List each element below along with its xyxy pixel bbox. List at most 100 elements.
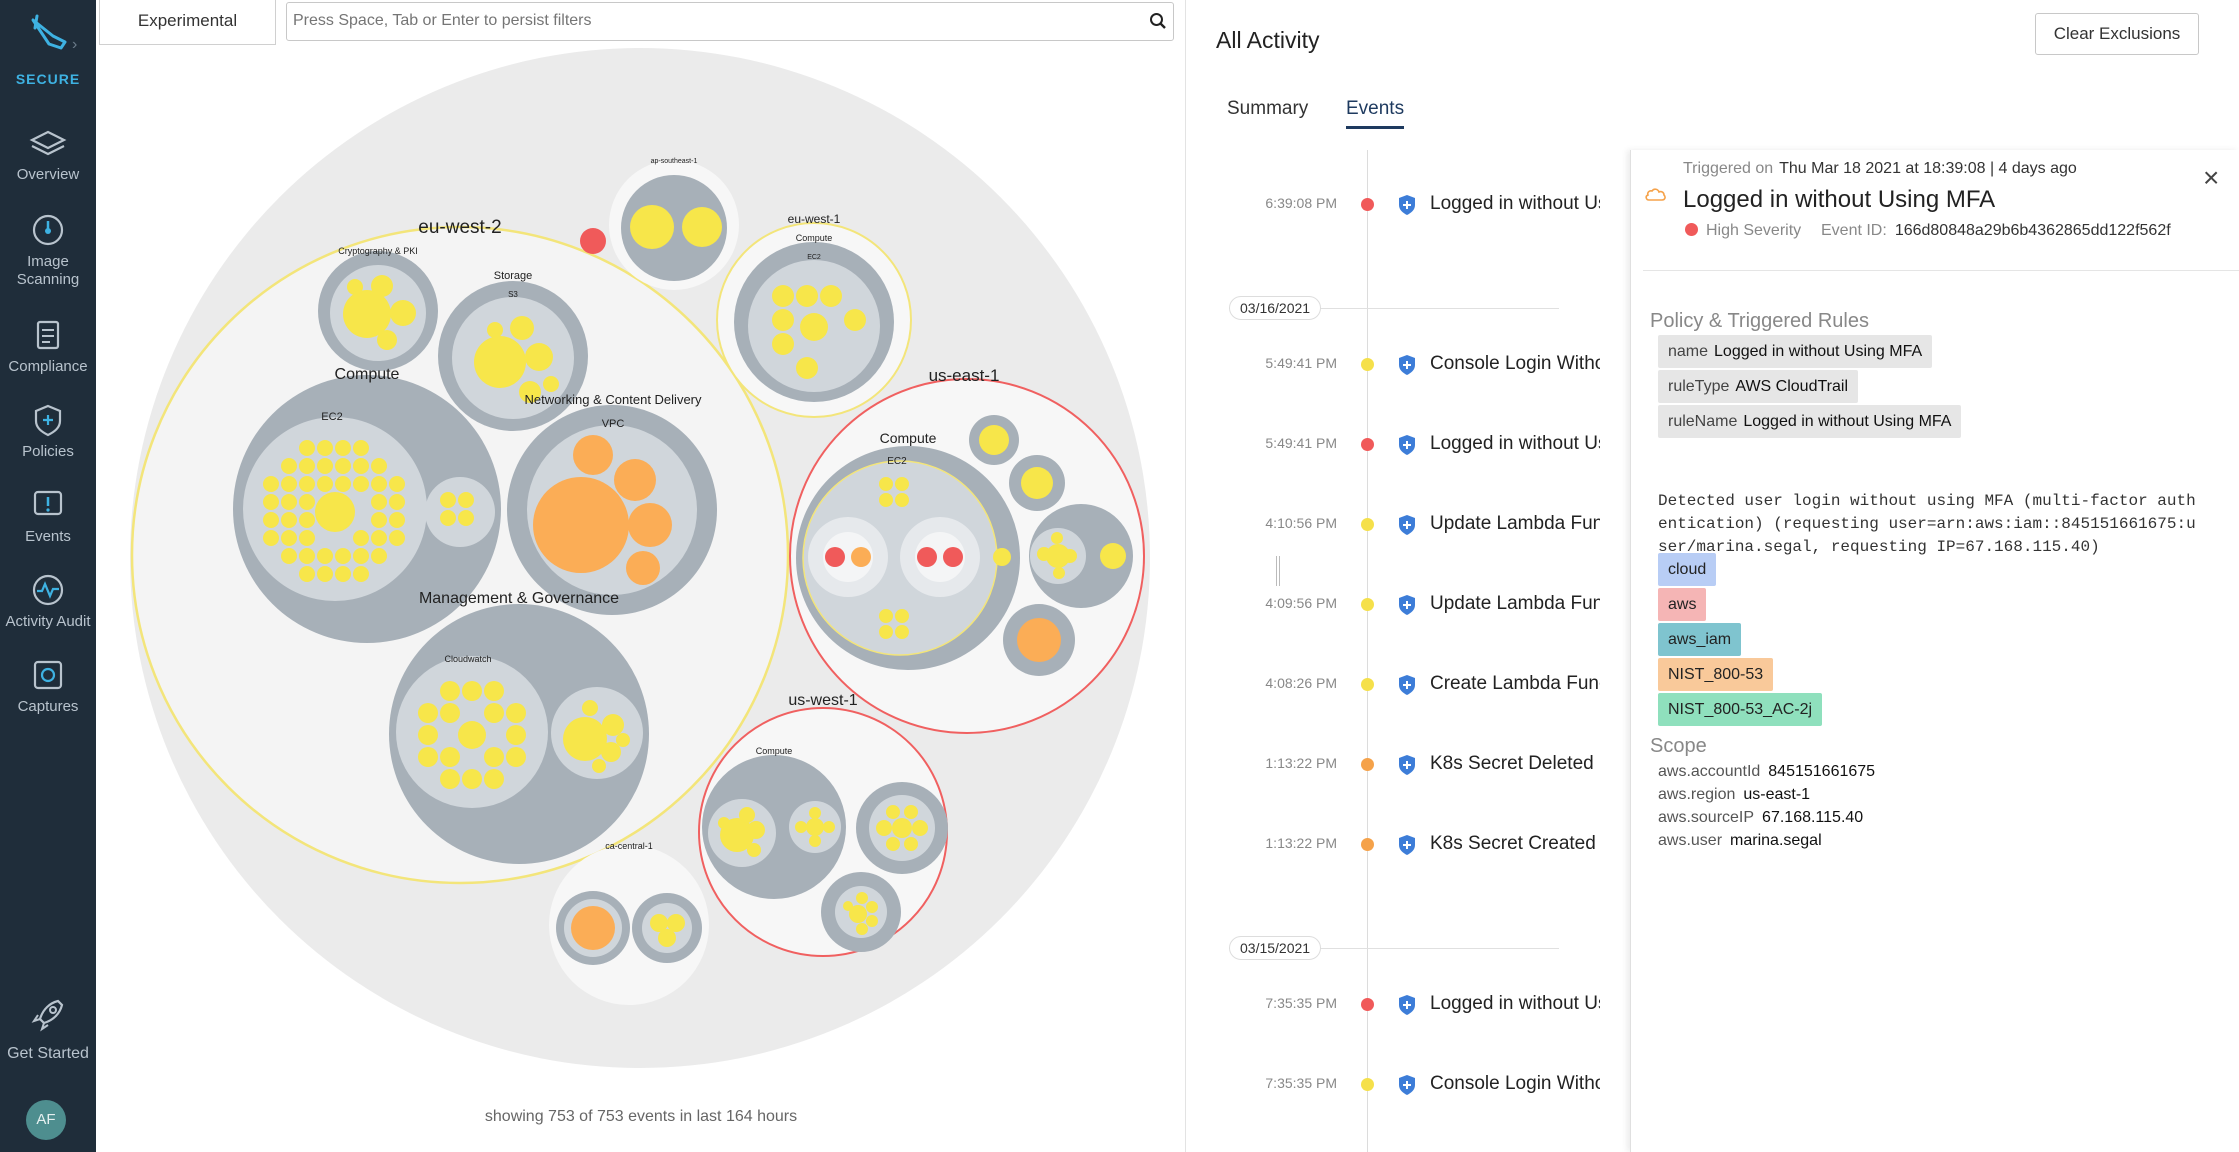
event-bubble[interactable] [263, 494, 279, 510]
event-bubble[interactable] [353, 476, 369, 492]
event-bubble[interactable] [795, 821, 807, 833]
event-bubble[interactable] [281, 494, 297, 510]
event-row[interactable]: 1:13:22 PM K8s Secret Deleted [1187, 745, 1607, 785]
event-bubble[interactable] [820, 285, 842, 307]
event-bubble[interactable] [533, 477, 629, 573]
event-bubble[interactable] [371, 530, 387, 546]
event-bubble[interactable] [371, 512, 387, 528]
event-bubble[interactable] [573, 435, 613, 475]
event-bubble[interactable] [317, 476, 333, 492]
event-bubble[interactable] [886, 805, 900, 819]
event-bubble[interactable] [912, 820, 928, 836]
event-bubble[interactable] [484, 703, 504, 723]
event-bubble[interactable] [904, 837, 918, 851]
event-bubble[interactable] [506, 747, 526, 767]
event-bubble[interactable] [335, 566, 351, 582]
event-bubble[interactable] [879, 609, 893, 623]
event-row[interactable]: 6:39:08 PM Logged in without Using MFA [1187, 185, 1607, 225]
event-bubble[interactable] [772, 285, 794, 307]
event-bubble[interactable] [886, 837, 900, 851]
event-bubble[interactable] [389, 530, 405, 546]
event-bubble[interactable] [1063, 549, 1077, 563]
event-bubble[interactable] [315, 492, 355, 532]
event-bubble[interactable] [772, 309, 794, 331]
event-bubble[interactable] [299, 440, 315, 456]
event-bubble[interactable] [866, 901, 878, 913]
sidebar-item-image-scanning[interactable]: Image Scanning [0, 213, 96, 289]
tag-nist-ac2j[interactable]: NIST_800-53_AC-2j [1658, 693, 1823, 726]
event-bubble[interactable] [879, 625, 893, 639]
event-bubble[interactable] [458, 492, 474, 508]
event-row[interactable]: 4:10:56 PM Update Lambda Function [1187, 505, 1607, 545]
event-bubble[interactable] [299, 512, 315, 528]
sidebar-item-overview[interactable]: Overview [0, 128, 96, 184]
event-bubble[interactable] [510, 316, 534, 340]
event-bubble[interactable] [1037, 547, 1051, 561]
event-bubble[interactable] [335, 440, 351, 456]
event-bubble[interactable] [895, 625, 909, 639]
event-bubble[interactable] [825, 547, 845, 567]
event-bubble[interactable] [772, 333, 794, 355]
event-row[interactable]: 5:49:41 PM Console Login Without MFA [1187, 345, 1607, 385]
pane-resize-handle[interactable] [1276, 556, 1280, 586]
filter-input[interactable] [287, 3, 1107, 39]
event-bubble[interactable] [458, 721, 486, 749]
tag-nist[interactable]: NIST_800-53 [1658, 658, 1774, 691]
event-bubble[interactable] [1046, 544, 1070, 568]
event-bubble[interactable] [718, 817, 730, 829]
event-bubble[interactable] [299, 494, 315, 510]
event-row[interactable]: 7:35:35 PM Logged in without Using MFA [1187, 985, 1607, 1025]
search-icon[interactable] [1149, 12, 1167, 30]
event-bubble[interactable] [299, 476, 315, 492]
event-row[interactable]: 5:49:41 PM Logged in without Using MFA [1187, 425, 1607, 465]
event-bubble[interactable] [281, 476, 297, 492]
event-bubble[interactable] [418, 725, 438, 745]
event-bubble[interactable] [943, 547, 963, 567]
event-bubble[interactable] [626, 551, 660, 585]
event-bubble[interactable] [484, 681, 504, 701]
tag-aws-iam[interactable]: aws_iam [1658, 623, 1742, 656]
event-bubble[interactable] [747, 821, 765, 839]
event-row[interactable]: 4:09:56 PM Update Lambda Function [1187, 585, 1607, 625]
event-bubble[interactable] [281, 458, 297, 474]
event-bubble[interactable] [353, 440, 369, 456]
event-bubble[interactable] [800, 313, 828, 341]
event-bubble[interactable] [440, 510, 456, 526]
event-bubble[interactable] [506, 703, 526, 723]
event-bubble[interactable] [823, 821, 835, 833]
event-bubble[interactable] [747, 843, 761, 857]
event-bubble[interactable] [263, 530, 279, 546]
event-bubble[interactable] [440, 492, 456, 508]
event-bubble[interactable] [543, 376, 559, 392]
event-bubble[interactable] [418, 703, 438, 723]
event-bubble[interactable] [389, 494, 405, 510]
sidebar-item-policies[interactable]: Policies [0, 403, 96, 461]
event-bubble[interactable] [418, 747, 438, 767]
event-bubble[interactable] [299, 530, 315, 546]
event-bubble[interactable] [390, 300, 416, 326]
event-bubble[interactable] [592, 759, 606, 773]
event-bubble[interactable] [389, 476, 405, 492]
event-bubble[interactable] [484, 747, 504, 767]
event-bubble[interactable] [667, 914, 685, 932]
event-bubble[interactable] [317, 548, 333, 564]
event-bubble[interactable] [630, 205, 674, 249]
event-bubble[interactable] [317, 458, 333, 474]
event-bubble[interactable] [440, 769, 460, 789]
event-bubble[interactable] [474, 336, 526, 388]
event-bubble[interactable] [851, 547, 871, 567]
event-bubble[interactable] [843, 901, 853, 911]
event-bubble[interactable] [317, 566, 333, 582]
event-bubble[interactable] [281, 548, 297, 564]
event-bubble[interactable] [371, 458, 387, 474]
sidebar-item-captures[interactable]: Captures [0, 658, 96, 716]
event-bubble[interactable] [440, 747, 460, 767]
event-bubble[interactable] [582, 700, 598, 716]
event-bubble[interactable] [856, 923, 868, 935]
event-bubble[interactable] [895, 609, 909, 623]
event-bubble[interactable] [601, 742, 621, 762]
event-bubble[interactable] [299, 548, 315, 564]
event-bubble[interactable] [458, 510, 474, 526]
event-bubble[interactable] [462, 681, 482, 701]
event-bubble[interactable] [335, 476, 351, 492]
